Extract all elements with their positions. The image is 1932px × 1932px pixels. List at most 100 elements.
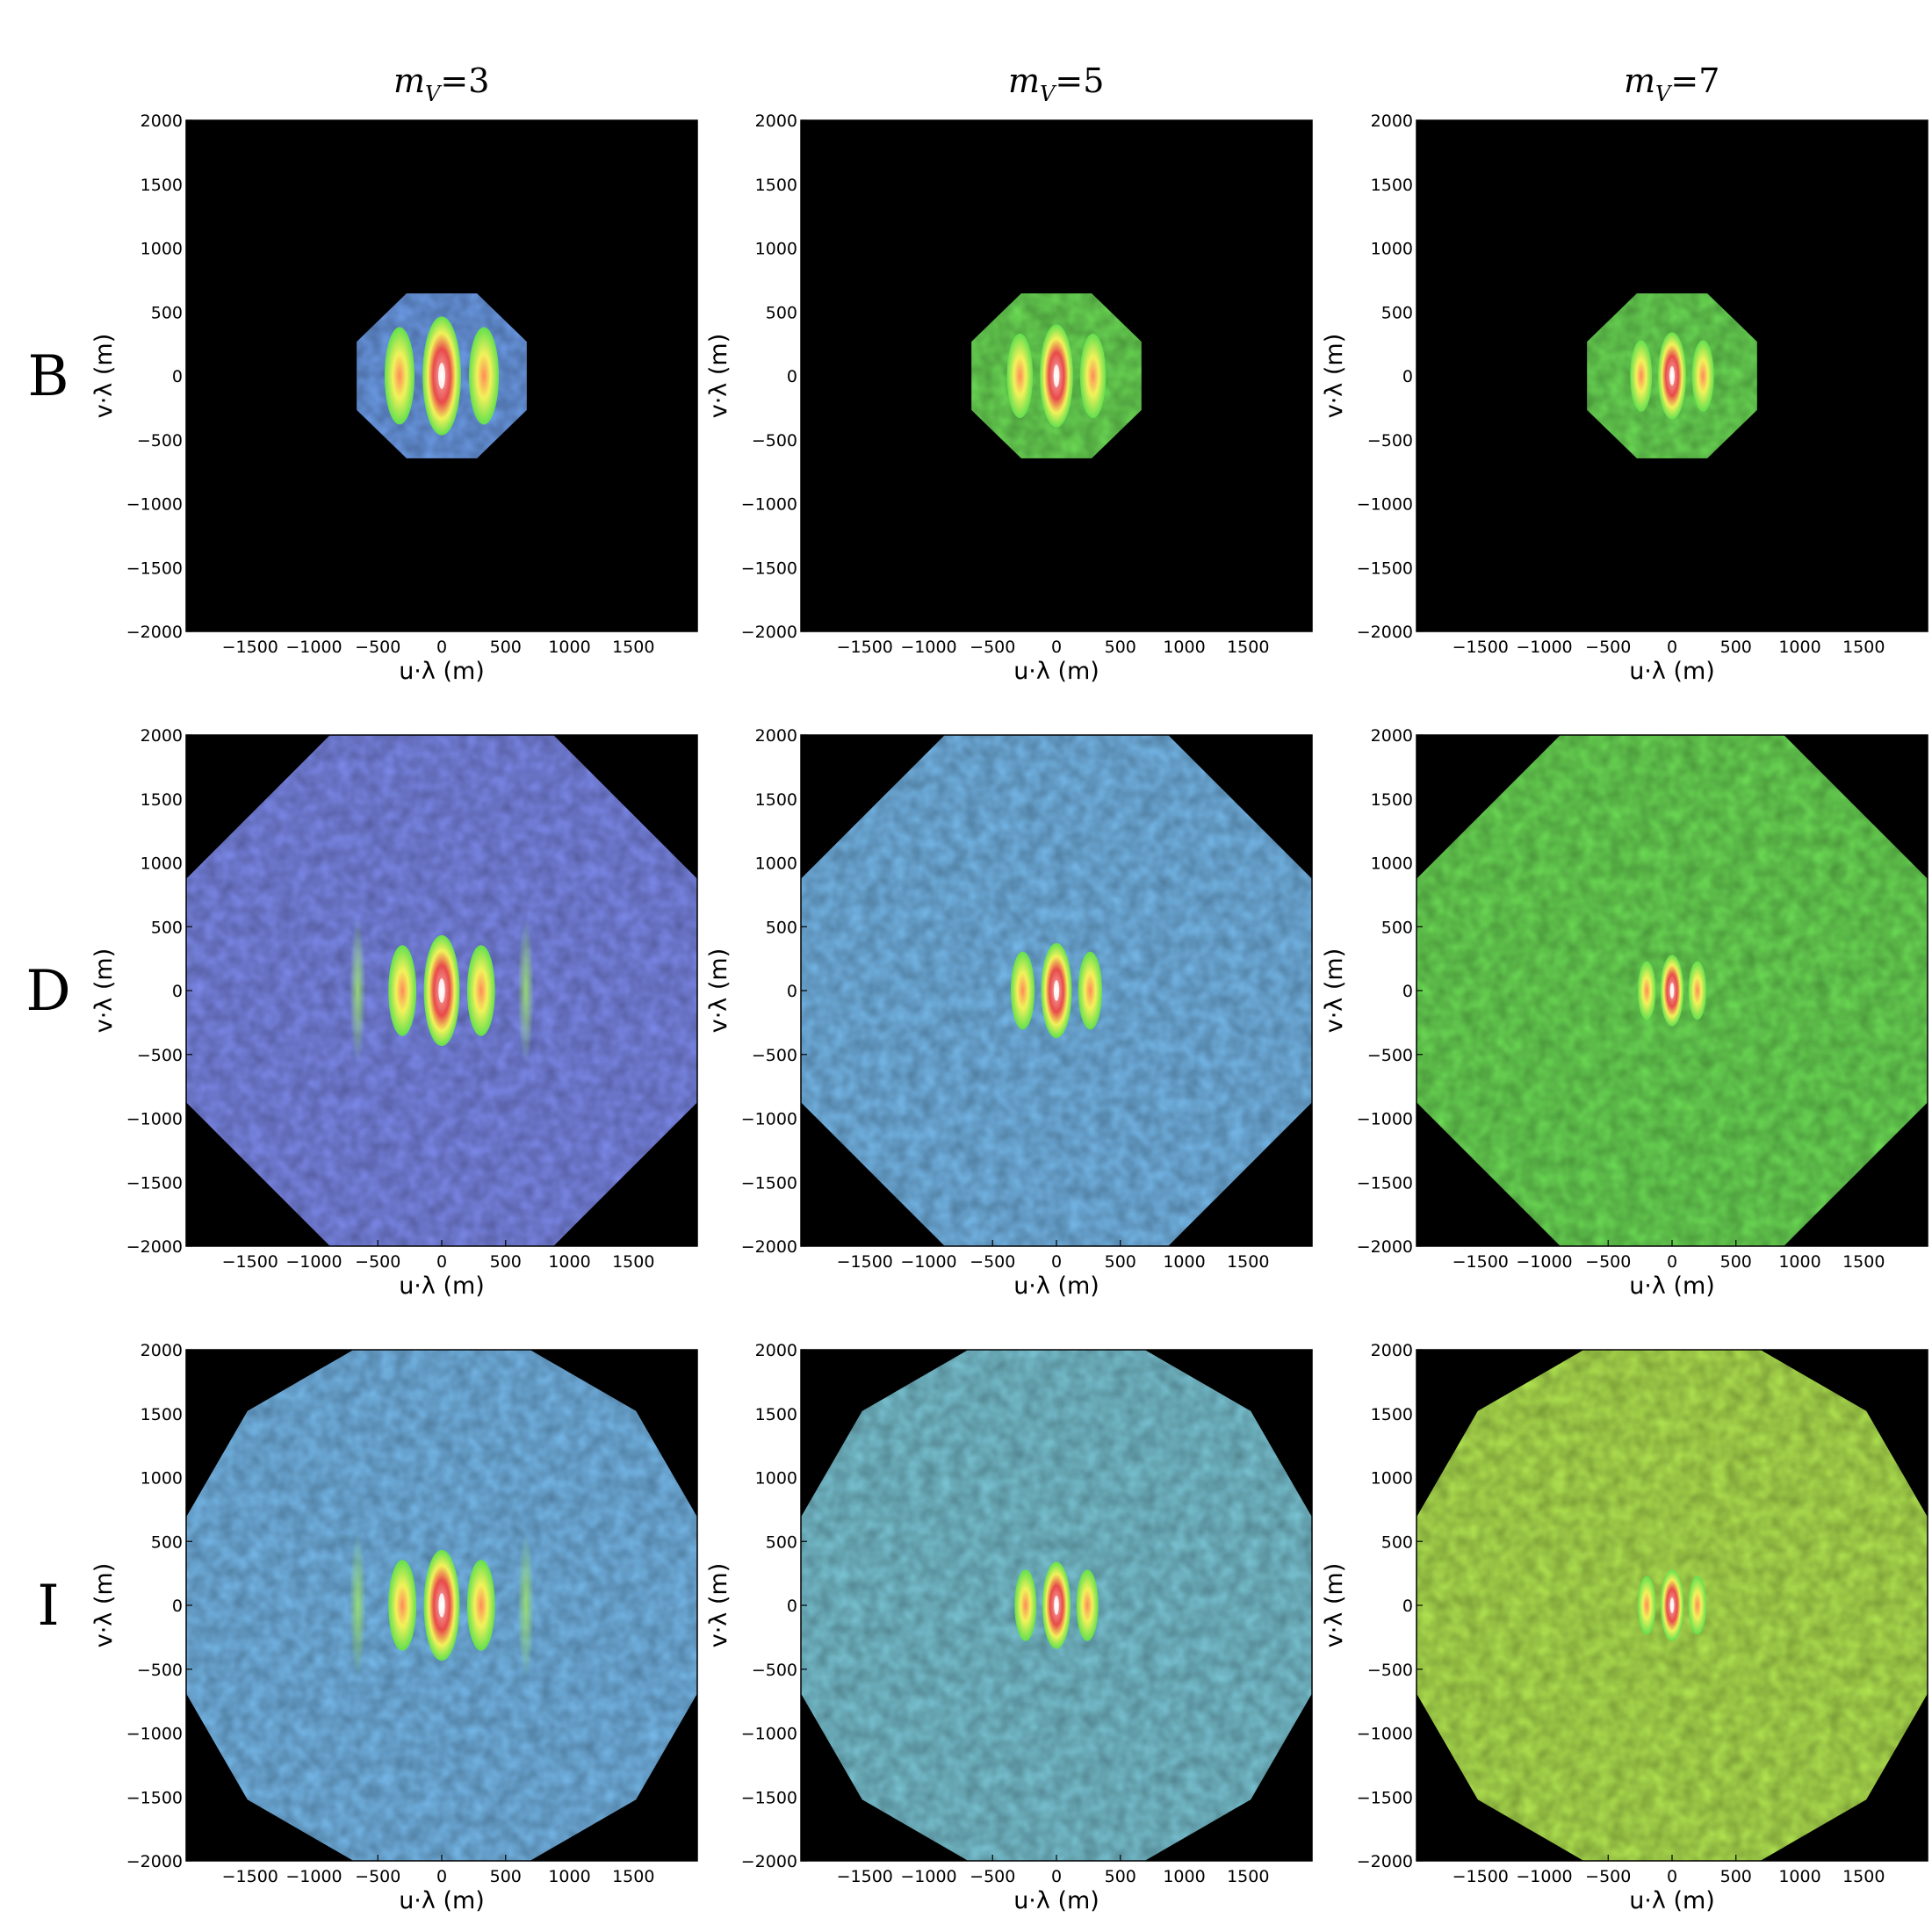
panel-D-1: −2000 −1500 −1000 −500 0 500 1000 1500 2000 −1500… — [90, 726, 698, 1300]
ytick-label: −1000 — [741, 1725, 797, 1744]
ytick-label: 1000 — [755, 240, 797, 259]
row-label-I: I — [37, 1574, 59, 1639]
faint-lobe — [517, 918, 534, 1063]
column-title-3: mV=7 — [1624, 61, 1719, 106]
panel-B-3: −2000 −1500 −1000 −500 0 500 1000 1500 2000 −1500… — [1321, 112, 1928, 685]
xtick-label: −1000 — [285, 1867, 342, 1886]
xtick-label: 1000 — [1163, 1252, 1205, 1272]
xtick-label: 500 — [1720, 1867, 1752, 1886]
x-axis-label: u·λ (m) — [1013, 1272, 1099, 1300]
ytick-label: 1500 — [755, 790, 797, 810]
xtick-label: −1500 — [1453, 1252, 1509, 1272]
xtick-label: −500 — [1585, 1252, 1631, 1272]
xtick-label: −1000 — [1516, 638, 1572, 657]
panel-D-2: −2000 −1500 −1000 −500 0 500 1000 1500 2000 −1500… — [705, 726, 1313, 1300]
side-lobe — [466, 1560, 495, 1651]
ytick-label: 0 — [787, 367, 797, 386]
ytick-label: 0 — [1402, 982, 1413, 1001]
xtick-label: 500 — [490, 638, 522, 657]
ytick-label: 2000 — [141, 726, 183, 746]
xtick-label: 1500 — [612, 1252, 654, 1272]
row-label-B: B — [27, 344, 68, 409]
xtick-label: 1500 — [612, 638, 654, 657]
side-lobe — [1076, 1569, 1099, 1641]
ytick-label: 2000 — [1371, 1341, 1413, 1360]
xtick-label: 0 — [1051, 638, 1062, 657]
faint-lobe — [517, 1532, 534, 1678]
ytick-label: 0 — [1402, 1597, 1413, 1616]
xtick-label: −500 — [1585, 1867, 1631, 1886]
x-axis-label: u·λ (m) — [1629, 1272, 1715, 1300]
ytick-label: 1000 — [1371, 854, 1413, 874]
xtick-label: 500 — [1105, 638, 1136, 657]
ytick-label: −2000 — [741, 1237, 797, 1257]
xtick-label: 500 — [1105, 1252, 1136, 1272]
ytick-label: −500 — [752, 1046, 797, 1065]
ytick-label: 2000 — [1371, 726, 1413, 746]
ytick-label: −1000 — [126, 495, 183, 515]
ytick-label: −2000 — [741, 1852, 797, 1871]
xtick-label: −500 — [970, 1252, 1015, 1272]
ytick-label: 1000 — [1371, 1469, 1413, 1489]
xtick-label: 0 — [1051, 1867, 1062, 1886]
ytick-label: −1500 — [741, 1173, 797, 1193]
ytick-label: −500 — [752, 1661, 797, 1680]
xtick-label: 0 — [436, 638, 447, 657]
x-axis-label: u·λ (m) — [399, 1272, 485, 1300]
ytick-label: −1000 — [1357, 1725, 1413, 1744]
faint-lobe — [350, 1532, 366, 1678]
ytick-label: 1000 — [141, 1469, 183, 1489]
panel-B-2: −2000 −1500 −1000 −500 0 500 1000 1500 2000 −1500… — [705, 112, 1313, 685]
side-lobe — [388, 1560, 417, 1651]
xtick-label: 1500 — [1842, 1867, 1885, 1886]
xtick-label: 500 — [1720, 1252, 1752, 1272]
ytick-label: 1500 — [1371, 176, 1413, 195]
ytick-label: 0 — [172, 1597, 183, 1616]
xtick-label: −1500 — [222, 638, 278, 657]
x-axis-label: u·λ (m) — [399, 1887, 485, 1914]
xtick-label: 1500 — [1227, 1252, 1269, 1272]
xtick-label: −500 — [355, 1252, 400, 1272]
xtick-label: 0 — [436, 1867, 447, 1886]
ytick-label: 1000 — [141, 240, 183, 259]
ytick-label: −1500 — [126, 1788, 183, 1807]
ytick-label: 500 — [151, 1532, 183, 1552]
side-lobe — [1079, 333, 1107, 419]
xtick-label: 1000 — [1778, 638, 1820, 657]
ytick-label: 0 — [1402, 367, 1413, 386]
side-lobe — [1691, 340, 1714, 412]
row-label-D: D — [25, 959, 70, 1024]
ytick-label: 2000 — [1371, 112, 1413, 131]
xtick-label: −1500 — [1453, 1867, 1509, 1886]
ytick-label: 1500 — [141, 176, 183, 195]
ytick-label: 1500 — [141, 790, 183, 810]
ytick-label: 500 — [1381, 1532, 1413, 1552]
xtick-label: 1000 — [548, 638, 590, 657]
ytick-label: −1500 — [1357, 559, 1413, 578]
xtick-label: −1500 — [837, 1252, 893, 1272]
xtick-label: 1000 — [1778, 1867, 1820, 1886]
ytick-label: 500 — [766, 303, 797, 322]
ytick-label: −1500 — [741, 559, 797, 578]
ytick-label: −500 — [752, 431, 797, 451]
x-axis-label: u·λ (m) — [1629, 1887, 1715, 1914]
ytick-label: 2000 — [755, 112, 797, 131]
ytick-label: 500 — [151, 918, 183, 937]
ytick-label: −500 — [137, 1046, 183, 1065]
side-lobe — [1688, 961, 1707, 1020]
ytick-label: −1000 — [126, 1725, 183, 1744]
ytick-label: 2000 — [755, 726, 797, 746]
ytick-label: −500 — [1367, 431, 1413, 451]
side-lobe — [1010, 951, 1035, 1030]
xtick-label: 1500 — [612, 1867, 654, 1886]
xtick-label: −1000 — [900, 1867, 956, 1886]
ytick-label: 2000 — [141, 112, 183, 131]
side-lobe — [1688, 1575, 1707, 1635]
ytick-label: −1000 — [741, 495, 797, 515]
ytick-label: −2000 — [741, 623, 797, 642]
xtick-label: 1000 — [1163, 638, 1205, 657]
ytick-label: 0 — [787, 982, 797, 1001]
ytick-label: 1000 — [1371, 240, 1413, 259]
xtick-label: 0 — [1667, 1867, 1677, 1886]
